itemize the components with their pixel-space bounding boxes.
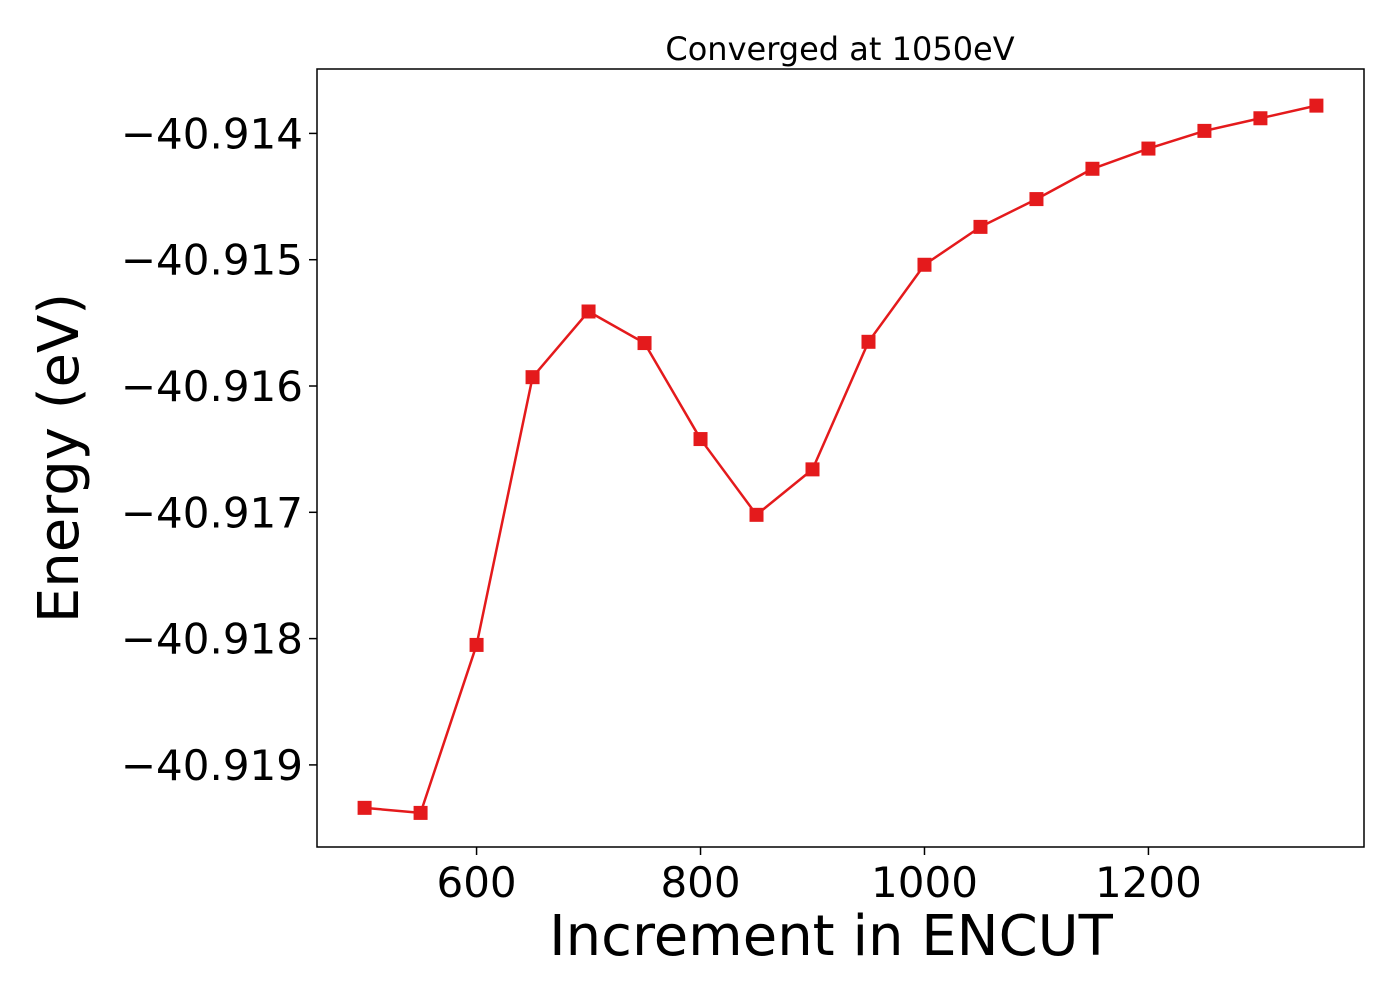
- x-tick-label: 600: [436, 858, 516, 907]
- data-point: [357, 800, 372, 815]
- data-point: [525, 370, 540, 385]
- y-tick-label: −40.919: [121, 741, 303, 790]
- y-tick-label: −40.916: [121, 362, 303, 411]
- data-point: [693, 432, 708, 447]
- data-point: [973, 219, 988, 234]
- data-point: [1253, 111, 1268, 126]
- y-axis-label: Energy (eV): [27, 293, 92, 623]
- x-tick-label: 1200: [1095, 858, 1202, 907]
- data-point: [861, 334, 876, 349]
- series-line: [364, 104, 1317, 815]
- data-point: [413, 805, 428, 820]
- data-point: [1197, 123, 1212, 138]
- data-point: [581, 304, 596, 319]
- x-tick-label: 1000: [871, 858, 978, 907]
- data-point: [1085, 161, 1100, 176]
- x-tick-label: 800: [660, 858, 740, 907]
- data-point: [637, 336, 652, 351]
- data-point: [1141, 141, 1156, 156]
- data-point: [1029, 192, 1044, 207]
- axis-ticks: 600 800 1000 1200 −40.919 −40.918 −40.917 −40.9…: [121, 109, 1202, 907]
- data-point: [917, 257, 932, 272]
- data-point: [749, 507, 764, 522]
- data-point: [805, 462, 820, 477]
- plot-area-frame: [316, 68, 1365, 848]
- chart-title: Converged at 1050eV: [665, 30, 1014, 68]
- y-tick-label: −40.918: [121, 615, 303, 664]
- y-tick-label: −40.914: [121, 109, 303, 158]
- y-tick-label: −40.915: [121, 236, 303, 285]
- data-point: [469, 637, 484, 652]
- x-axis-label: Increment in ENCUT: [549, 904, 1114, 969]
- y-tick-label: −40.917: [121, 488, 303, 537]
- data-series: [357, 98, 1324, 820]
- data-point: [1309, 98, 1324, 113]
